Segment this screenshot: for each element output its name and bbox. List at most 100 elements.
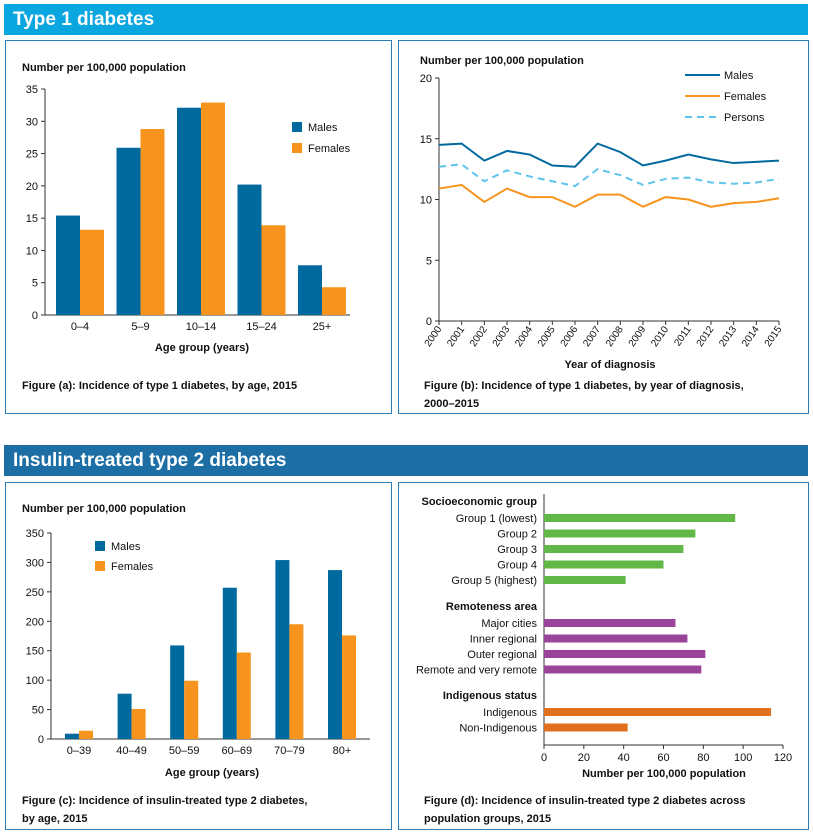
category-label: Group 4 bbox=[497, 560, 537, 572]
x-tick-label: 15–24 bbox=[246, 321, 277, 333]
bar-females bbox=[342, 635, 356, 739]
group-heading: Socioeconomic group bbox=[421, 496, 537, 508]
bar-females bbox=[140, 129, 165, 315]
section-header-type1: Type 1 diabetes bbox=[4, 4, 808, 35]
x-tick-label: 2001 bbox=[445, 324, 467, 349]
x-tick-label: 100 bbox=[734, 752, 752, 764]
bar-females bbox=[322, 287, 346, 315]
bar-males bbox=[275, 560, 290, 739]
category-label: Group 2 bbox=[497, 529, 537, 541]
category-label: Major cities bbox=[481, 618, 537, 630]
bar-females bbox=[201, 102, 225, 315]
x-tick-label: 2010 bbox=[649, 324, 671, 349]
panel-figure-a bbox=[5, 40, 392, 414]
category-label: Non-Indigenous bbox=[459, 723, 537, 735]
legend-swatch-females bbox=[95, 561, 105, 571]
bar-remote bbox=[544, 634, 688, 643]
y-tick-label: 35 bbox=[26, 84, 38, 96]
y-tick-label: 50 bbox=[32, 705, 44, 717]
y-tick-label: 300 bbox=[26, 557, 44, 569]
legend-swatch-males bbox=[292, 122, 302, 132]
bar-males bbox=[237, 184, 262, 315]
legend-label-males: Males bbox=[111, 541, 141, 553]
bar-females bbox=[236, 652, 251, 739]
x-tick-label: 2007 bbox=[581, 324, 603, 349]
bar-females bbox=[131, 708, 146, 739]
x-tick-label: 40–49 bbox=[116, 745, 147, 757]
x-tick-label: 10–14 bbox=[186, 321, 217, 333]
x-tick-label: 25+ bbox=[313, 321, 332, 333]
category-label: Group 3 bbox=[497, 544, 537, 556]
fig-c-ylabel: Number per 100,000 population bbox=[22, 503, 186, 515]
category-label: Indigenous bbox=[483, 707, 537, 719]
y-tick-label: 200 bbox=[26, 616, 44, 628]
y-tick-label: 10 bbox=[420, 195, 432, 207]
y-tick-label: 0 bbox=[32, 310, 38, 322]
legend-label-females: Females bbox=[111, 561, 154, 573]
y-tick-label: 0 bbox=[38, 734, 44, 746]
line-persons bbox=[438, 163, 780, 188]
bar-indig bbox=[544, 723, 628, 732]
legend-label-females: Females bbox=[308, 143, 351, 155]
x-tick-label: 2005 bbox=[536, 324, 558, 349]
category-label: Group 5 (highest) bbox=[451, 575, 537, 587]
line-females bbox=[438, 183, 780, 208]
x-tick-label: 2011 bbox=[672, 324, 694, 348]
bar-females bbox=[289, 624, 304, 739]
bar-males bbox=[56, 215, 80, 315]
bar-socio bbox=[544, 560, 664, 569]
bar-females bbox=[184, 680, 199, 739]
fig-c-caption-2: by age, 2015 bbox=[22, 813, 87, 825]
x-tick-label: 2006 bbox=[559, 324, 581, 349]
fig-a-caption: Figure (a): Incidence of type 1 diabetes… bbox=[22, 380, 297, 392]
bar-males bbox=[328, 570, 342, 739]
legend-label-males: Males bbox=[308, 122, 338, 134]
bar-males bbox=[65, 733, 79, 739]
y-tick-label: 0 bbox=[426, 316, 432, 328]
x-tick-label: 2014 bbox=[740, 324, 762, 349]
x-tick-label: 2002 bbox=[468, 324, 490, 349]
fig-d-xlabel: Number per 100,000 population bbox=[582, 768, 746, 780]
y-tick-label: 25 bbox=[26, 149, 38, 161]
x-tick-label: 0 bbox=[541, 752, 547, 764]
category-label: Group 1 (lowest) bbox=[456, 513, 537, 525]
bar-remote bbox=[544, 619, 676, 627]
x-tick-label: 80+ bbox=[333, 745, 352, 757]
bar-males bbox=[117, 693, 132, 739]
y-tick-label: 20 bbox=[420, 73, 432, 85]
bar-males bbox=[222, 587, 237, 739]
bar-remote bbox=[544, 650, 706, 658]
x-tick-label: 0–4 bbox=[71, 321, 89, 333]
x-tick-label: 70–79 bbox=[274, 745, 305, 757]
bar-indig bbox=[544, 708, 772, 716]
x-tick-label: 2012 bbox=[695, 324, 717, 349]
y-tick-label: 250 bbox=[26, 587, 44, 599]
y-tick-label: 150 bbox=[26, 646, 44, 658]
y-tick-label: 30 bbox=[26, 116, 38, 128]
fig-d-caption-1: Figure (d): Incidence of insulin-treated… bbox=[424, 795, 746, 807]
x-tick-label: 2013 bbox=[717, 324, 739, 349]
fig-b-caption-2: 2000–2015 bbox=[424, 398, 479, 410]
bar-socio bbox=[544, 514, 736, 522]
x-tick-label: 60–69 bbox=[222, 745, 253, 757]
panel-figure-b bbox=[398, 40, 809, 414]
fig-b-ylabel: Number per 100,000 population bbox=[420, 55, 584, 67]
bar-remote bbox=[544, 665, 702, 674]
fig-c-caption-1: Figure (c): Incidence of insulin-treated… bbox=[22, 795, 307, 807]
y-tick-label: 5 bbox=[32, 278, 38, 290]
fig-b-xlabel: Year of diagnosis bbox=[564, 359, 655, 371]
legend-label-females: Females bbox=[724, 91, 767, 103]
bar-socio bbox=[544, 529, 696, 538]
bar-socio bbox=[544, 576, 626, 584]
category-label: Inner regional bbox=[470, 634, 537, 646]
bar-females bbox=[80, 229, 104, 315]
fig-b-caption-1: Figure (b): Incidence of type 1 diabetes… bbox=[424, 380, 744, 392]
category-label: Remote and very remote bbox=[416, 665, 537, 677]
fig-d-caption-2: population groups, 2015 bbox=[424, 813, 551, 825]
x-tick-label: 80 bbox=[697, 752, 709, 764]
x-tick-label: 2009 bbox=[627, 324, 649, 349]
x-tick-label: 40 bbox=[618, 752, 630, 764]
x-tick-label: 120 bbox=[774, 752, 792, 764]
y-tick-label: 15 bbox=[420, 134, 432, 146]
legend-swatch-females bbox=[292, 143, 302, 153]
